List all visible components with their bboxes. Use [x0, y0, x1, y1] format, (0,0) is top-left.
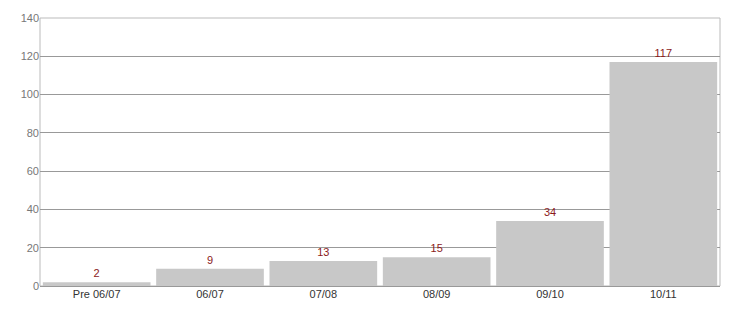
svg-text:0: 0 [33, 280, 39, 292]
svg-text:120: 120 [21, 50, 39, 62]
svg-text:13: 13 [317, 246, 329, 258]
svg-text:20: 20 [27, 242, 39, 254]
svg-text:80: 80 [27, 127, 39, 139]
svg-text:Pre 06/07: Pre 06/07 [73, 288, 121, 300]
svg-text:10/11: 10/11 [650, 288, 677, 300]
svg-text:60: 60 [27, 165, 39, 177]
svg-text:40: 40 [27, 203, 39, 215]
svg-text:08/09: 08/09 [423, 288, 451, 300]
svg-text:9: 9 [207, 254, 213, 266]
svg-text:09/10: 09/10 [536, 288, 564, 300]
svg-text:140: 140 [21, 12, 39, 24]
svg-text:07/08: 07/08 [310, 288, 338, 300]
svg-text:117: 117 [655, 47, 673, 59]
svg-text:06/07: 06/07 [196, 288, 224, 300]
svg-text:100: 100 [21, 88, 39, 100]
svg-text:2: 2 [94, 267, 100, 279]
svg-text:15: 15 [431, 242, 443, 254]
svg-text:34: 34 [544, 206, 556, 218]
